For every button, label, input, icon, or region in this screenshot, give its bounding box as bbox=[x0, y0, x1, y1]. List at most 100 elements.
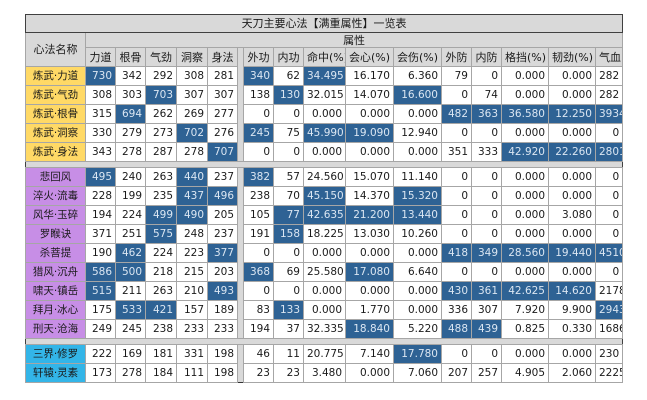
cell-value: 105 bbox=[243, 205, 274, 225]
cell-value: 181 bbox=[145, 344, 177, 364]
cell-value: 45.150 bbox=[303, 186, 346, 206]
cell-value: 46 bbox=[243, 344, 274, 364]
cell-value: 0 bbox=[471, 123, 502, 143]
cell-value: 430 bbox=[441, 281, 472, 301]
table-row: 拜月·冰心 175 533 421 157 189 83 133 0.000 1.770 0.000… bbox=[25, 300, 624, 320]
column-header: 根骨 bbox=[115, 47, 146, 67]
heart-method-name: 炼武·洞察 bbox=[25, 123, 86, 143]
cell-value: 0.000 bbox=[548, 167, 596, 187]
cell-value: 233 bbox=[207, 319, 238, 339]
cell-value: 0.000 bbox=[501, 167, 549, 187]
table-row: 炼武·根骨 315 694 262 269 277 0 0 0.000 0.000 0.000 482… bbox=[25, 104, 624, 124]
cell-value: 278 bbox=[176, 142, 208, 162]
cell-value: 0 bbox=[243, 104, 274, 124]
cell-value: 0.000 bbox=[393, 300, 442, 320]
cell-value: 0.000 bbox=[345, 104, 394, 124]
cell-value: 23 bbox=[273, 363, 304, 383]
cell-value: 2943 bbox=[594, 300, 624, 320]
cell-value: 279 bbox=[115, 123, 146, 143]
cell-value: 0 bbox=[441, 186, 472, 206]
cell-value: 18.225 bbox=[303, 224, 346, 244]
table-row: 三界·修罗 222 169 181 331 198 46 11 20.775 7.140 17.78… bbox=[25, 344, 624, 364]
cell-value: 269 bbox=[176, 104, 208, 124]
cell-value: 707 bbox=[207, 142, 238, 162]
cell-value: 0.330 bbox=[548, 319, 596, 339]
cell-value: 0.825 bbox=[501, 319, 549, 339]
cell-value: 19.440 bbox=[548, 243, 596, 263]
cell-value: 3934 bbox=[594, 104, 624, 124]
cell-value: 207 bbox=[441, 363, 472, 383]
heart-method-name: 三界·修罗 bbox=[25, 344, 86, 364]
cell-value: 371 bbox=[85, 224, 116, 244]
cell-value: 24.560 bbox=[303, 167, 346, 187]
heart-method-name: 杀菩提 bbox=[25, 243, 86, 263]
cell-value: 198 bbox=[207, 344, 238, 364]
cell-value: 230 bbox=[594, 344, 624, 364]
cell-value: 308 bbox=[176, 66, 208, 86]
heart-method-name: 炼武·气劲 bbox=[25, 85, 86, 105]
column-header: 外防 bbox=[441, 47, 472, 67]
cell-value: 287 bbox=[145, 142, 177, 162]
cell-value: 83 bbox=[243, 300, 274, 320]
cell-value: 2801 bbox=[594, 142, 624, 162]
column-header: 会伤(%) bbox=[393, 47, 442, 67]
cell-value: 0.000 bbox=[303, 142, 346, 162]
cell-value: 0.000 bbox=[393, 243, 442, 263]
cell-value: 351 bbox=[441, 142, 472, 162]
cell-value: 0.000 bbox=[345, 243, 394, 263]
column-header: 外功 bbox=[243, 47, 274, 67]
cell-value: 292 bbox=[145, 66, 177, 86]
cell-value: 0 bbox=[594, 205, 624, 225]
cell-value: 0 bbox=[441, 224, 472, 244]
cell-value: 158 bbox=[273, 224, 304, 244]
cell-value: 45.990 bbox=[303, 123, 346, 143]
cell-value: 493 bbox=[207, 281, 238, 301]
table-row: 炼武·洞察 330 279 273 702 276 245 75 45.990 19.090 12.… bbox=[25, 123, 624, 143]
cell-value: 57 bbox=[273, 167, 304, 187]
cell-value: 222 bbox=[85, 344, 116, 364]
cell-value: 5.220 bbox=[393, 319, 442, 339]
cell-value: 12.250 bbox=[548, 104, 596, 124]
cell-value: 42.920 bbox=[501, 142, 549, 162]
cell-value: 17.080 bbox=[345, 262, 394, 282]
heart-method-name: 罗睺诀 bbox=[25, 224, 86, 244]
column-header: 命中(%) bbox=[303, 47, 346, 67]
cell-value: 249 bbox=[85, 319, 116, 339]
table-row: 炼武·气劲 308 303 703 307 307 138 130 32.015 14.070 16… bbox=[25, 85, 624, 105]
cell-value: 488 bbox=[441, 319, 472, 339]
cell-value: 0.000 bbox=[393, 104, 442, 124]
cell-value: 263 bbox=[145, 167, 177, 187]
cell-value: 307 bbox=[176, 85, 208, 105]
cell-value: 377 bbox=[207, 243, 238, 263]
cell-value: 133 bbox=[273, 300, 304, 320]
cell-value: 533 bbox=[115, 300, 146, 320]
cell-value: 0 bbox=[471, 205, 502, 225]
cell-value: 363 bbox=[471, 104, 502, 124]
cell-value: 437 bbox=[176, 186, 208, 206]
cell-value: 307 bbox=[207, 85, 238, 105]
cell-value: 245 bbox=[243, 123, 274, 143]
table-row: 轩辕·灵素 173 278 184 111 198 23 23 3.480 0.000 7.060 2… bbox=[25, 363, 624, 383]
cell-value: 175 bbox=[85, 300, 116, 320]
heart-method-name: 刑天·沧海 bbox=[25, 319, 86, 339]
name-column-header: 心法名称 bbox=[25, 32, 86, 67]
cell-value: 0.000 bbox=[548, 344, 596, 364]
cell-value: 0.000 bbox=[501, 224, 549, 244]
heart-method-name: 风华·玉碎 bbox=[25, 205, 86, 225]
cell-value: 25.580 bbox=[303, 262, 346, 282]
cell-value: 0.000 bbox=[501, 123, 549, 143]
cell-value: 575 bbox=[145, 224, 177, 244]
cell-value: 343 bbox=[85, 142, 116, 162]
cell-value: 251 bbox=[115, 224, 146, 244]
cell-value: 14.370 bbox=[345, 186, 394, 206]
column-header: 气血 bbox=[594, 47, 624, 67]
cell-value: 36.580 bbox=[501, 104, 549, 124]
cell-value: 263 bbox=[145, 281, 177, 301]
cell-value: 16.600 bbox=[393, 85, 442, 105]
cell-value: 15.320 bbox=[393, 186, 442, 206]
cell-value: 361 bbox=[471, 281, 502, 301]
cell-value: 0 bbox=[594, 123, 624, 143]
heart-method-name: 悲回风 bbox=[25, 167, 86, 187]
cell-value: 308 bbox=[85, 85, 116, 105]
cell-value: 421 bbox=[145, 300, 177, 320]
